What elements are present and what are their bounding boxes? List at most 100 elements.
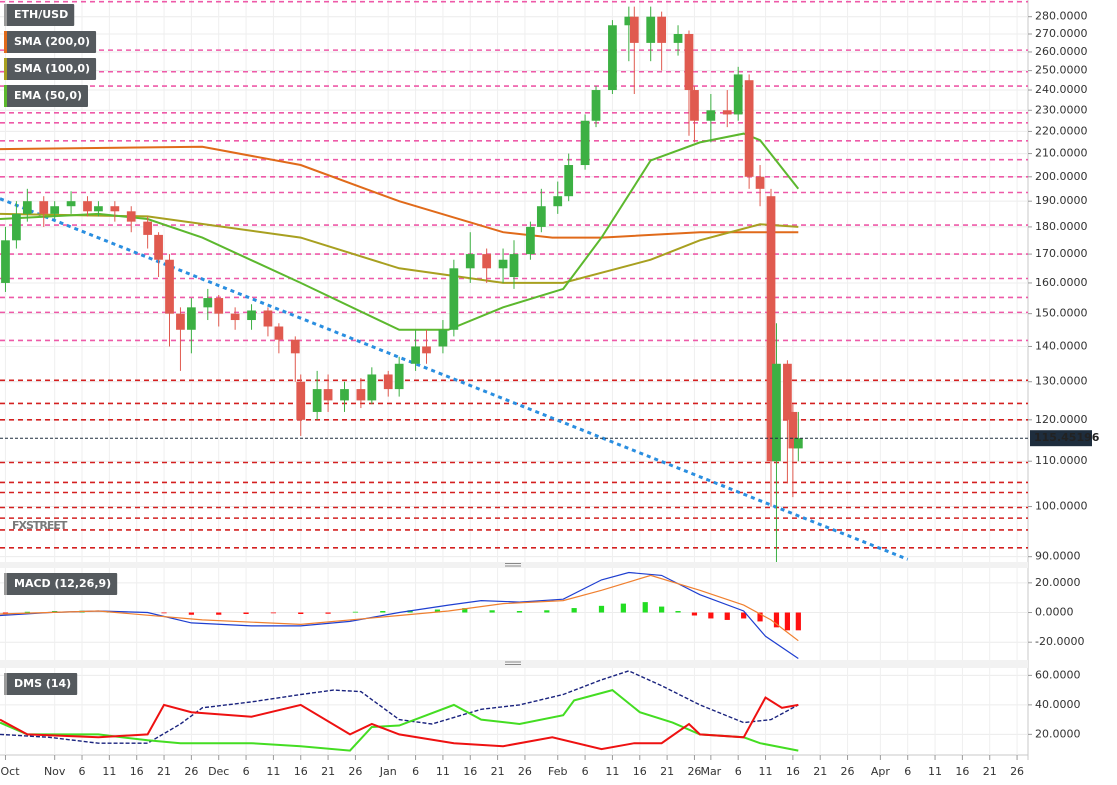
candle-body	[274, 326, 284, 340]
legend-label: DMS (14)	[14, 677, 71, 690]
legend-swatch	[4, 85, 7, 107]
histogram-bar	[380, 611, 386, 613]
x-tick-label: Apr	[871, 765, 891, 778]
candle-body	[110, 206, 120, 212]
last-price-box	[1030, 430, 1092, 447]
candle-body	[296, 381, 306, 420]
x-tick-label: 16	[463, 765, 477, 778]
candle-body	[356, 389, 366, 401]
candle-body	[290, 339, 300, 354]
x-tick-label: 21	[491, 765, 505, 778]
x-tick-label: 26	[841, 765, 855, 778]
x-tick-label: Oct	[0, 765, 20, 778]
x-tick-label: 11	[266, 765, 280, 778]
candle-body	[411, 346, 420, 364]
x-tick-label: 6	[412, 765, 419, 778]
y-tick-label: 110.0000	[1035, 454, 1088, 467]
y-tick-label: 90.0000	[1035, 550, 1081, 563]
x-tick-label: 26	[518, 765, 532, 778]
legend-label: MACD (12,26,9)	[14, 577, 111, 590]
y-tick-label: 120.0000	[1035, 413, 1088, 426]
x-tick-label: 16	[294, 765, 308, 778]
legend-swatch	[4, 673, 7, 695]
histogram-bar	[659, 606, 665, 613]
indicator-line	[0, 571, 799, 659]
candle-body	[793, 438, 803, 449]
histogram-bar	[216, 612, 222, 615]
histogram-bar	[516, 611, 523, 613]
candle-body	[788, 411, 798, 449]
y-tick-label: 100.0000	[1035, 500, 1088, 513]
candle-body	[755, 176, 765, 189]
x-tick-label: 6	[904, 765, 911, 778]
candle-body	[22, 201, 32, 214]
histogram-bar	[773, 612, 780, 628]
histogram-bar	[691, 612, 698, 616]
histogram-bar	[298, 612, 304, 614]
candle-body	[154, 234, 163, 260]
moving-average	[0, 132, 800, 331]
candle-body	[608, 25, 617, 91]
indicator-line	[0, 670, 799, 744]
candle-body	[706, 110, 716, 121]
x-tick-label: Nov	[44, 765, 66, 778]
histogram-bar	[675, 611, 681, 613]
y-tick-label: 260.0000	[1035, 45, 1088, 58]
legend-label: ETH/USD	[14, 8, 68, 21]
legend-box	[4, 673, 78, 695]
candle-body	[629, 16, 639, 43]
candle-body	[766, 196, 776, 462]
x-tick-label: 26	[348, 765, 362, 778]
histogram-bar	[161, 612, 167, 614]
x-tick-label: 11	[928, 765, 942, 778]
histogram-bar	[24, 611, 30, 613]
panel-divider[interactable]	[0, 562, 1028, 568]
y-tick-label: 180.0000	[1035, 220, 1088, 233]
histogram-bar	[708, 612, 714, 619]
indicator-line	[0, 574, 799, 642]
candle-body	[39, 201, 49, 214]
candle-body	[230, 313, 240, 321]
candle-body	[744, 80, 754, 177]
legend-box	[4, 573, 118, 595]
candle-body	[438, 329, 448, 347]
x-tick-label: Dec	[208, 765, 229, 778]
y-tick-label: 210.0000	[1035, 147, 1088, 160]
y-tick-label: 240.0000	[1035, 83, 1088, 96]
candle-body	[323, 389, 333, 401]
candle-body	[449, 268, 459, 330]
moving-average	[0, 212, 799, 284]
candle-body	[526, 226, 535, 255]
x-tick-label: 26	[1010, 765, 1024, 778]
candle-body	[690, 90, 699, 121]
candle-body	[340, 389, 349, 401]
histogram-bar	[642, 602, 648, 613]
x-tick-label: 21	[983, 765, 997, 778]
y-tick-label: 270.0000	[1035, 27, 1088, 40]
candle-body	[783, 363, 792, 420]
x-tick-label: 21	[157, 765, 171, 778]
candle-body	[50, 206, 60, 214]
candle-body	[126, 211, 136, 222]
histogram-bar	[434, 609, 441, 613]
candle-body	[143, 221, 153, 235]
y-tick-label: 140.0000	[1035, 339, 1088, 352]
candle-body	[367, 374, 377, 401]
y-tick-label: 150.0000	[1035, 307, 1088, 320]
y-tick-label: 40.0000	[1035, 698, 1081, 711]
watermark: FXSTREET	[12, 519, 68, 532]
candle-body	[66, 201, 76, 207]
candle-body	[509, 254, 519, 278]
y-tick-label: 160.0000	[1035, 276, 1088, 289]
x-tick-label: Mar	[700, 765, 721, 778]
x-tick-label: 11	[605, 765, 619, 778]
moving-average	[0, 145, 799, 239]
candle-body	[553, 196, 563, 207]
candle-body	[214, 298, 224, 314]
legend-swatch	[4, 4, 7, 26]
y-tick-label: 130.0000	[1035, 375, 1088, 388]
candle-body	[12, 213, 21, 241]
legend-label: SMA (200,0)	[14, 35, 90, 48]
indicator-line	[0, 689, 799, 752]
